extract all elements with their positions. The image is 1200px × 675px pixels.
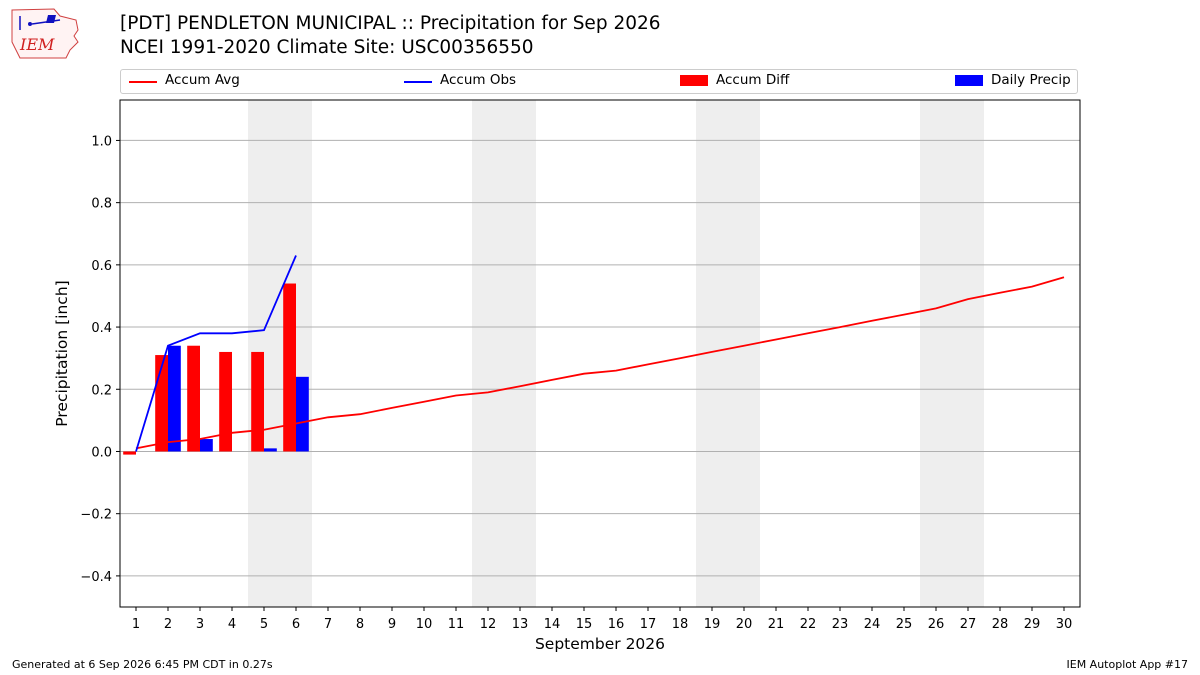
legend: Accum Avg Accum Obs Accum Diff Daily Pre… [120, 69, 1078, 94]
x-tick-label: 9 [388, 617, 396, 632]
line-accum-avg [135, 276, 1065, 450]
y-tick-label: 0.0 [91, 445, 112, 460]
legend-swatch-accum-diff [680, 75, 708, 86]
x-tick-label: 8 [356, 617, 364, 632]
legend-label-accum-obs: Accum Obs [440, 72, 517, 88]
bar-daily-precip-5 [264, 448, 277, 452]
x-tick-label: 17 [640, 617, 657, 632]
x-tick-label: 30 [1056, 617, 1073, 632]
x-tick-label: 6 [292, 617, 300, 632]
x-tick-label: 26 [928, 617, 945, 632]
x-tick-label: 2 [164, 617, 172, 632]
bar-accum-diff-1 [123, 451, 136, 455]
x-tick-label: 13 [512, 617, 529, 632]
y-axis-label: Precipitation [inch] [53, 280, 71, 426]
x-tick-label: 18 [672, 617, 689, 632]
legend-label-accum-diff: Accum Diff [716, 72, 790, 88]
x-tick-label: 1 [132, 617, 140, 632]
x-tick-label: 19 [704, 617, 721, 632]
iem-logo: IEM [11, 8, 79, 59]
plot-frame [119, 99, 1081, 608]
logo-text: IEM [19, 35, 55, 54]
y-tick-label: 0.8 [91, 197, 112, 212]
x-tick-label: 10 [416, 617, 433, 632]
weekend-band-12 [472, 100, 504, 607]
y-tick-label: 0.4 [91, 321, 112, 336]
bar-accum-diff-4 [219, 351, 232, 452]
legend-swatch-accum-avg [129, 81, 157, 83]
y-tick-label: −0.4 [80, 570, 112, 585]
x-axis-label: September 2026 [535, 635, 665, 653]
legend-swatch-accum-obs [404, 81, 432, 83]
x-tick-label: 16 [608, 617, 625, 632]
legend-label-daily-precip: Daily Precip [991, 72, 1071, 88]
x-tick-label: 25 [896, 617, 913, 632]
x-tick-label: 7 [324, 617, 332, 632]
footer-generated: Generated at 6 Sep 2026 6:45 PM CDT in 0… [12, 658, 273, 671]
x-tick-label: 28 [992, 617, 1009, 632]
weekend-band-27 [952, 100, 984, 607]
weekend-band-20 [728, 100, 760, 607]
chart-title: [PDT] PENDLETON MUNICIPAL :: Precipitati… [120, 13, 661, 34]
x-tick-label: 3 [196, 617, 204, 632]
chart-subtitle: NCEI 1991-2020 Climate Site: USC00356550 [120, 37, 534, 58]
y-tick-label: 1.0 [91, 134, 112, 149]
legend-label-accum-avg: Accum Avg [165, 72, 240, 88]
x-tick-label: 22 [800, 617, 817, 632]
line-accum-obs [135, 255, 297, 452]
y-tick-label: −0.2 [80, 508, 112, 523]
x-tick-label: 12 [480, 617, 497, 632]
bar-daily-precip-6 [296, 376, 309, 452]
x-tick-label: 11 [448, 617, 465, 632]
x-tick-label: 15 [576, 617, 593, 632]
legend-swatch-daily-precip [955, 75, 983, 86]
x-tick-label: 23 [832, 617, 849, 632]
weekend-band-13 [504, 100, 536, 607]
x-tick-label: 24 [864, 617, 881, 632]
x-tick-label: 21 [768, 617, 785, 632]
bar-accum-diff-5 [251, 351, 264, 452]
bar-daily-precip-3 [200, 439, 213, 452]
weekend-band-26 [920, 100, 952, 607]
x-tick-label: 27 [960, 617, 977, 632]
y-tick-label: 0.2 [91, 383, 112, 398]
footer-app-id: IEM Autoplot App #17 [1066, 658, 1189, 671]
bar-accum-diff-6 [283, 283, 296, 452]
y-tick-label: 0.6 [91, 259, 112, 274]
bar-daily-precip-2 [168, 345, 181, 452]
x-tick-label: 4 [228, 617, 236, 632]
x-tick-label: 29 [1024, 617, 1041, 632]
x-tick-label: 20 [736, 617, 753, 632]
x-tick-label: 14 [544, 617, 561, 632]
bar-accum-diff-3 [187, 345, 200, 452]
x-tick-label: 5 [260, 617, 268, 632]
